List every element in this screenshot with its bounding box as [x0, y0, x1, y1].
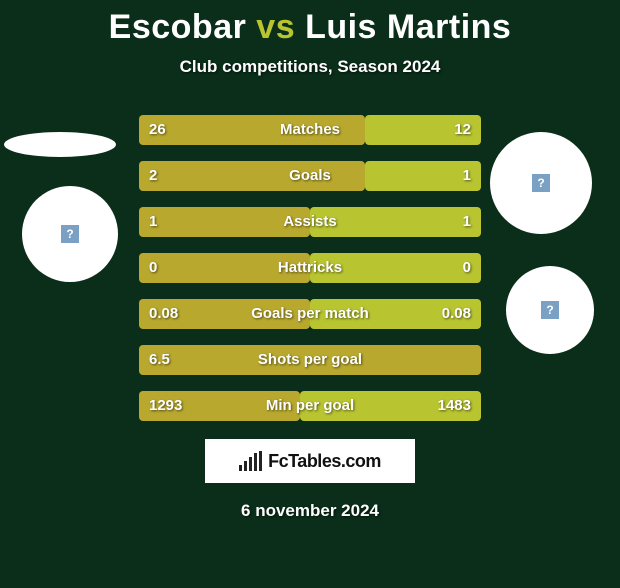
date-text: 6 november 2024 [0, 501, 620, 521]
avatar-placeholder-right-bottom [506, 266, 594, 354]
stat-row: 0.080.08Goals per match [139, 299, 481, 329]
stat-label: Shots per goal [139, 345, 481, 375]
stat-row: 00Hattricks [139, 253, 481, 283]
stat-row: 2612Matches [139, 115, 481, 145]
brand-text: FcTables.com [268, 451, 381, 472]
decor-ellipse [4, 132, 116, 157]
placeholder-icon [532, 174, 550, 192]
stat-label: Hattricks [139, 253, 481, 283]
player2-name: Luis Martins [305, 8, 511, 46]
comparison-title: Escobar vs Luis Martins [0, 8, 620, 47]
stat-row: 21Goals [139, 161, 481, 191]
stats-rows: 2612Matches 21Goals 11Assists 00Hattricks 0.… [139, 115, 481, 421]
avatar-placeholder-left [22, 186, 118, 282]
stat-label: Assists [139, 207, 481, 237]
stat-label: Matches [139, 115, 481, 145]
brand-logo-icon [239, 451, 262, 471]
stat-label: Goals [139, 161, 481, 191]
player1-name: Escobar [109, 8, 247, 46]
stat-row: 11Assists [139, 207, 481, 237]
stat-label: Min per goal [139, 391, 481, 421]
stat-row: 12931483Min per goal [139, 391, 481, 421]
placeholder-icon [541, 301, 559, 319]
placeholder-icon [61, 225, 79, 243]
subtitle: Club competitions, Season 2024 [0, 57, 620, 77]
stat-label: Goals per match [139, 299, 481, 329]
vs-text: vs [256, 8, 295, 46]
stat-row: 6.5Shots per goal [139, 345, 481, 375]
brand-box: FcTables.com [205, 439, 415, 483]
avatar-placeholder-right-top [490, 132, 592, 234]
